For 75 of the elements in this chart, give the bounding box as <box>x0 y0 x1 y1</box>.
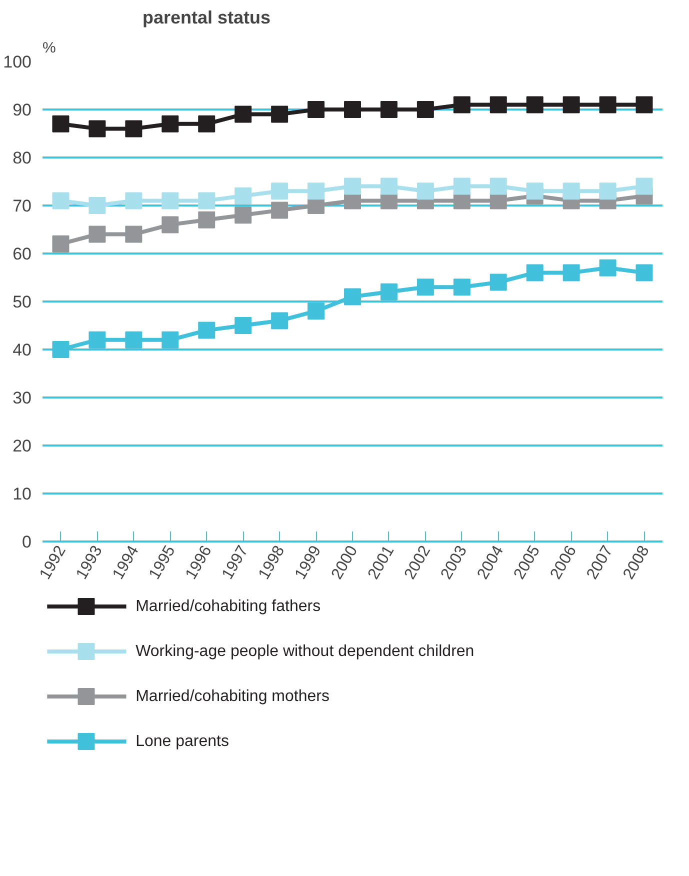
point <box>526 264 544 282</box>
point <box>490 274 507 291</box>
point <box>125 192 142 210</box>
y-tick-label: 30 <box>12 388 32 408</box>
point <box>416 101 434 118</box>
point <box>453 278 470 296</box>
y-tick-label: 50 <box>12 292 32 312</box>
point <box>344 178 361 195</box>
point <box>453 96 470 114</box>
point <box>162 216 179 234</box>
point <box>599 96 616 114</box>
y-tick-label: 20 <box>12 436 32 456</box>
point <box>52 192 70 210</box>
point <box>636 96 653 114</box>
point <box>453 178 470 195</box>
point <box>344 288 361 306</box>
point <box>308 101 325 118</box>
point <box>234 206 252 224</box>
point <box>271 106 288 123</box>
point <box>125 120 142 138</box>
point <box>198 211 216 228</box>
point <box>198 115 216 132</box>
point <box>599 182 616 200</box>
point <box>344 101 361 118</box>
point <box>162 115 179 132</box>
y-tick-label: 10 <box>12 484 32 504</box>
point <box>416 278 434 296</box>
y-tick-label: 40 <box>12 340 32 360</box>
point <box>490 178 507 195</box>
point <box>162 331 179 348</box>
point <box>308 182 325 200</box>
point <box>198 192 216 210</box>
point <box>490 96 507 114</box>
point <box>162 192 179 210</box>
point <box>88 226 106 243</box>
y-axis-title: % <box>42 40 56 56</box>
point <box>52 115 70 132</box>
point <box>562 264 580 282</box>
point <box>526 96 544 114</box>
y-tick-label: 90 <box>12 100 32 120</box>
y-tick-label: 80 <box>12 148 32 168</box>
point <box>271 312 288 330</box>
point <box>234 187 252 204</box>
y-tick-label: 100 <box>3 52 32 72</box>
point <box>599 259 616 276</box>
point <box>52 341 70 358</box>
point <box>88 120 106 138</box>
point <box>562 96 580 114</box>
legend-label: Married/cohabiting fathers <box>136 598 321 615</box>
point <box>125 331 142 348</box>
point <box>88 331 106 348</box>
point <box>88 197 106 214</box>
point <box>416 182 434 200</box>
point <box>380 178 398 195</box>
point <box>636 178 653 195</box>
point <box>636 264 653 282</box>
point <box>562 182 580 200</box>
point <box>380 101 398 118</box>
legend-label: Married/cohabiting mothers <box>136 688 330 705</box>
point <box>125 226 142 243</box>
y-tick-label: 0 <box>22 532 32 552</box>
y-tick-label: 70 <box>12 196 32 216</box>
legend-label: Working-age people without dependent children <box>136 643 474 660</box>
point <box>271 182 288 200</box>
y-tick-label: 60 <box>12 244 32 264</box>
point <box>198 322 216 339</box>
point <box>271 202 288 219</box>
point <box>52 235 70 252</box>
point <box>234 317 252 334</box>
point <box>234 106 252 123</box>
chart-title: parental status <box>142 8 271 28</box>
point <box>308 302 325 320</box>
legend-label: Lone parents <box>136 733 229 750</box>
point <box>380 283 398 300</box>
point <box>526 182 544 200</box>
